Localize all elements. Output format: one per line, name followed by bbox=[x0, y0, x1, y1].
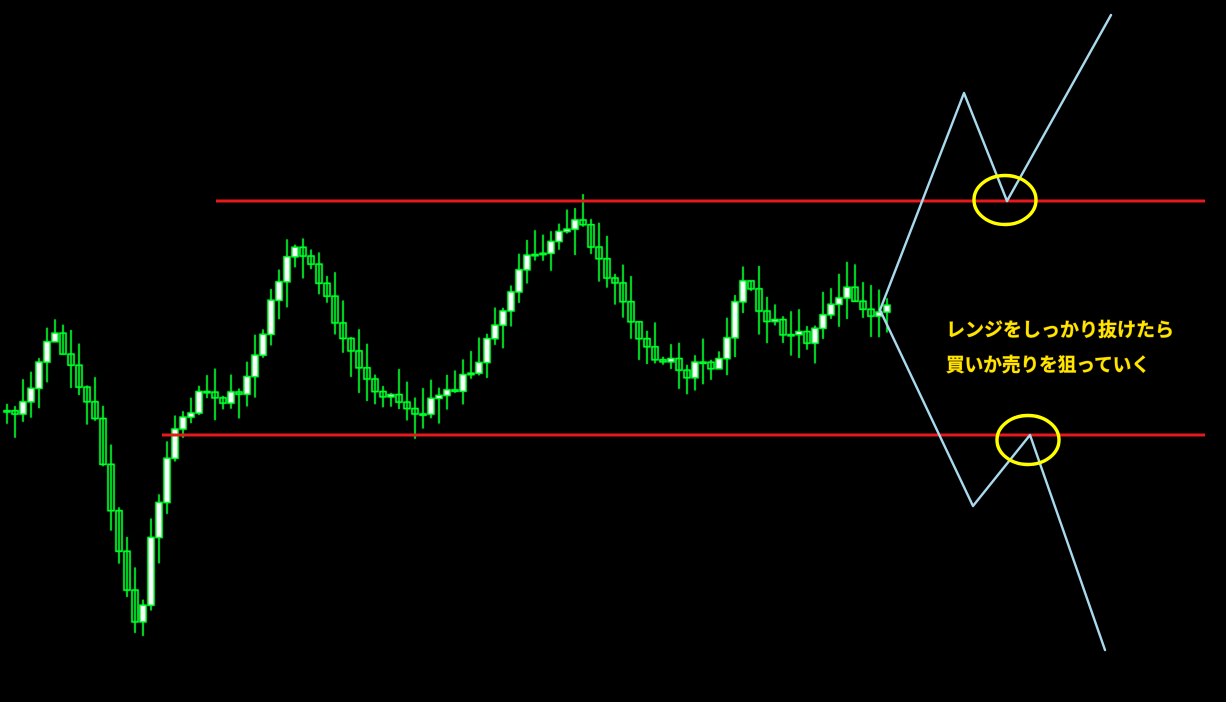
svg-text:買いか売りを狙っていく: 買いか売りを狙っていく bbox=[946, 350, 1150, 377]
svg-text:レンジをしっかり抜けたら: レンジをしっかり抜けたら bbox=[946, 315, 1174, 342]
